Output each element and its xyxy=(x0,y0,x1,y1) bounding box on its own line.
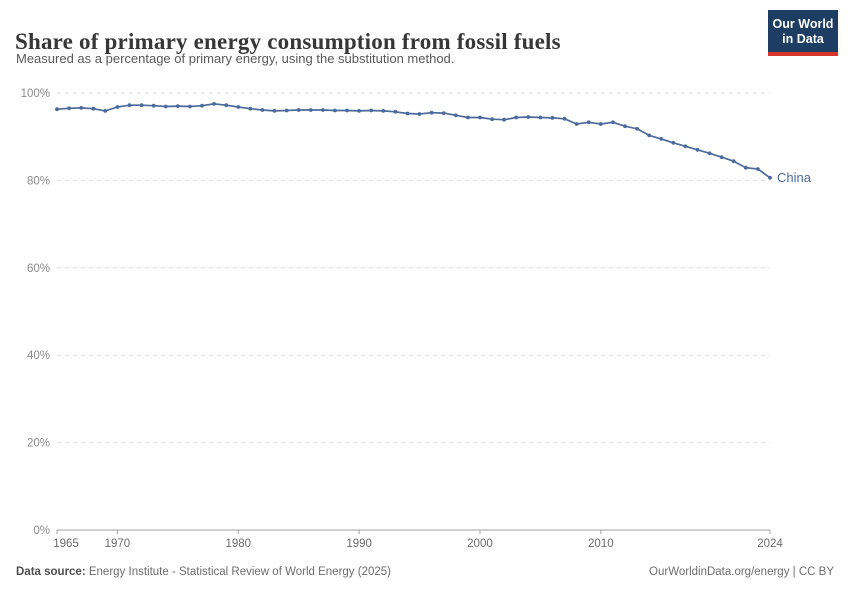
data-point xyxy=(260,108,265,112)
data-point xyxy=(321,108,325,112)
data-point xyxy=(514,115,519,120)
data-point xyxy=(188,104,192,109)
y-tick-label: 80% xyxy=(27,175,50,187)
data-point xyxy=(224,103,229,108)
data-point xyxy=(284,108,289,113)
owid-energy-link[interactable]: OurWorldinData.org/energy xyxy=(649,566,790,578)
data-point xyxy=(611,120,615,125)
data-point xyxy=(659,137,664,141)
data-point xyxy=(731,159,736,164)
owid-logo[interactable]: Our World in Data xyxy=(768,10,838,56)
data-point xyxy=(466,115,470,120)
data-point xyxy=(151,103,156,108)
y-tick-label: 20% xyxy=(27,438,50,450)
series-end-label[interactable]: China xyxy=(777,170,812,185)
data-point xyxy=(405,111,410,116)
data-source-label: Data source: xyxy=(16,566,86,578)
data-point xyxy=(768,175,772,180)
data-point xyxy=(623,124,627,129)
y-tick-label: 100% xyxy=(21,88,50,100)
data-point xyxy=(756,167,760,171)
data-point xyxy=(490,117,494,122)
data-point xyxy=(127,103,132,108)
data-point xyxy=(441,111,446,115)
owid-logo-line1: Our World xyxy=(772,17,834,31)
x-tick-label: 1965 xyxy=(53,538,79,550)
data-point xyxy=(417,112,422,116)
data-point xyxy=(695,147,700,152)
data-point xyxy=(574,122,579,126)
data-point xyxy=(236,105,241,109)
x-tick-label: 1970 xyxy=(105,538,131,550)
x-tick-label: 2010 xyxy=(588,538,614,550)
data-point xyxy=(308,108,313,112)
x-tick-label: 1990 xyxy=(346,538,372,550)
data-point xyxy=(200,103,204,108)
data-point xyxy=(115,105,120,109)
data-point xyxy=(538,115,543,120)
data-point xyxy=(598,122,603,126)
data-point xyxy=(55,107,59,112)
data-point xyxy=(345,108,349,113)
data-point xyxy=(526,115,531,119)
data-point xyxy=(163,104,168,109)
data-point xyxy=(719,155,724,160)
data-point xyxy=(272,109,277,113)
chart-footer: Data source: Energy Institute - Statisti… xyxy=(16,566,834,578)
license-label: CC BY xyxy=(798,566,834,578)
data-source-text: Energy Institute - Statistical Review of… xyxy=(85,566,391,578)
data-point xyxy=(683,144,688,149)
data-point xyxy=(478,115,482,120)
data-point xyxy=(707,151,712,156)
data-point xyxy=(562,116,567,121)
data-point xyxy=(635,126,639,131)
chart-subtitle: Measured as a percentage of primary ener… xyxy=(16,51,455,66)
data-point xyxy=(393,109,398,114)
x-tick-label: 1980 xyxy=(225,538,251,550)
data-point xyxy=(103,109,108,113)
data-point xyxy=(139,103,144,108)
data-point xyxy=(91,106,96,111)
fossil-fuels-line-chart: 0% 20% 40% 60% 80% 100% 1965 1970 1980 1990 2000 20… xyxy=(21,88,812,550)
data-point xyxy=(647,133,652,138)
data-point xyxy=(333,108,337,113)
data-point xyxy=(296,108,301,112)
data-point xyxy=(212,102,217,106)
y-tick-label: 60% xyxy=(27,263,50,275)
data-point xyxy=(381,109,386,113)
data-point xyxy=(502,117,506,122)
chart-title: Share of primary energy consumption from… xyxy=(15,29,561,55)
footer-separator: | xyxy=(789,566,799,578)
data-point xyxy=(79,106,84,110)
data-point xyxy=(369,108,374,113)
data-point xyxy=(175,104,180,108)
x-tick-label: 2024 xyxy=(757,538,783,550)
data-point xyxy=(453,113,458,118)
data-source: Data source: Energy Institute - Statisti… xyxy=(16,566,391,578)
data-point xyxy=(67,106,71,111)
data-point xyxy=(671,140,676,145)
series-line[interactable] xyxy=(56,103,771,179)
footer-credits: OurWorldinData.org/energy | CC BY xyxy=(649,566,834,578)
data-point xyxy=(357,109,361,113)
owid-logo-line2: in Data xyxy=(782,32,824,46)
data-point xyxy=(586,120,591,125)
data-point xyxy=(743,165,748,170)
y-tick-label: 0% xyxy=(33,525,50,537)
data-point xyxy=(550,116,555,120)
y-tick-label: 40% xyxy=(27,350,50,362)
data-point xyxy=(248,106,253,111)
x-tick-label: 2000 xyxy=(467,538,493,550)
data-point xyxy=(429,110,434,115)
